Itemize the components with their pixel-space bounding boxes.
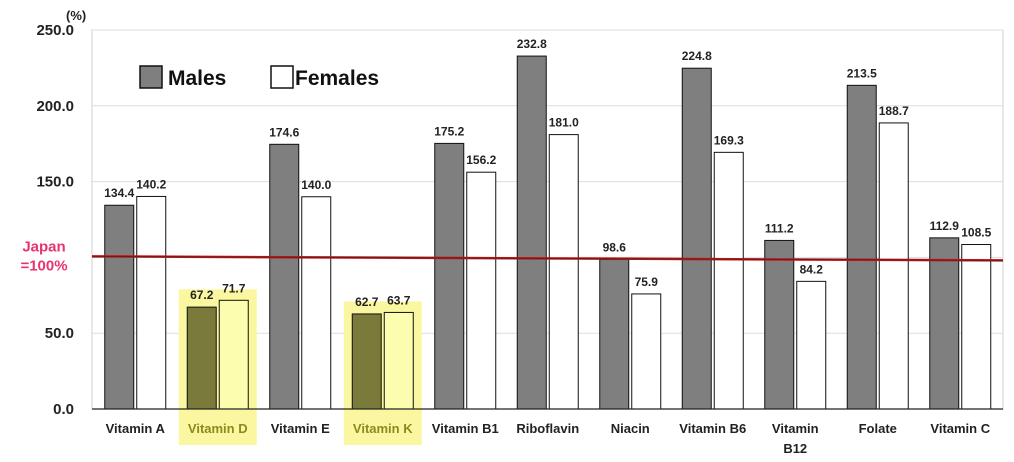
legend-label-females: Females <box>295 67 379 90</box>
bar-males <box>186 306 217 410</box>
value-label: 140.2 <box>136 177 166 191</box>
reference-line-label: =100% <box>20 257 67 274</box>
x-category-label: Vitamin D <box>188 421 248 436</box>
value-label: 156.2 <box>466 153 496 167</box>
value-label: 224.8 <box>682 49 712 63</box>
bar-females <box>136 195 167 410</box>
y-unit-label: (%) <box>66 8 86 23</box>
x-category-label: Vitamin E <box>271 421 330 436</box>
value-label: 98.6 <box>603 241 627 255</box>
x-category-label: Folate <box>859 421 897 436</box>
value-label: 232.8 <box>517 37 547 51</box>
x-category-label: Riboflavin <box>516 421 579 436</box>
x-category-label: Vitamin B6 <box>679 421 746 436</box>
value-label: 108.5 <box>961 226 991 240</box>
legend-swatch-males <box>139 65 163 89</box>
bar-females <box>383 311 414 410</box>
value-label: 175.2 <box>434 124 464 138</box>
y-tick-label: 250.0 <box>36 22 74 39</box>
bar-males <box>516 55 547 410</box>
value-label: 67.2 <box>190 288 214 302</box>
y-tick-label: 50.0 <box>45 325 74 342</box>
bar-females <box>218 299 249 410</box>
value-label: 188.7 <box>879 104 909 118</box>
bar-males <box>599 259 630 410</box>
value-label: 134.4 <box>104 186 134 200</box>
x-category-label: Vitamin K <box>353 421 413 436</box>
legend-swatch-females <box>270 65 294 89</box>
bar-females <box>631 293 662 410</box>
value-label: 181.0 <box>549 116 579 130</box>
reference-line-group: Japan =100% <box>20 238 1004 274</box>
x-category-label: B12 <box>783 441 807 456</box>
reference-line-label: Japan <box>22 238 65 255</box>
bar-males <box>764 239 795 410</box>
bar-females <box>796 280 827 410</box>
value-label: 140.0 <box>301 178 331 192</box>
legend-label-males: Males <box>168 67 226 90</box>
bar-females <box>301 196 332 410</box>
axes: 0.0 50.0 150.0 200.0 250.0 Vitamin A Vitamin D… <box>36 22 1003 456</box>
x-category-label: Vitamin B1 <box>432 421 499 436</box>
value-label: 63.7 <box>387 293 411 307</box>
bar-females <box>961 244 992 410</box>
bar-females <box>466 171 497 410</box>
bar-females <box>548 134 579 410</box>
value-label: 75.9 <box>635 275 659 289</box>
bar-males <box>846 84 877 410</box>
x-category-label: Vitamin <box>772 421 819 436</box>
bar-males <box>929 237 960 410</box>
value-label: 213.5 <box>847 66 877 80</box>
reference-line-core <box>91 255 1004 261</box>
bar-females <box>878 122 909 410</box>
x-category-label: Vitamin C <box>930 421 990 436</box>
x-category-label: Niacin <box>611 421 650 436</box>
bar-males <box>681 67 712 410</box>
value-label: 169.3 <box>714 133 744 147</box>
value-label: 174.6 <box>269 125 299 139</box>
value-label: 71.7 <box>222 281 246 295</box>
bar-males <box>434 142 465 410</box>
x-category-label: Vitamin A <box>106 421 166 436</box>
bar-males <box>351 313 382 410</box>
bar-males <box>104 204 135 410</box>
value-label: 84.2 <box>800 262 824 276</box>
y-tick-label: 150.0 <box>36 174 74 191</box>
legend: Males Females <box>139 65 379 90</box>
bars <box>104 55 992 410</box>
value-label: 62.7 <box>355 295 379 309</box>
y-tick-label: 200.0 <box>36 98 74 115</box>
bar-females <box>713 151 744 410</box>
value-label: 111.2 <box>765 221 794 235</box>
value-label: 112.9 <box>930 219 960 233</box>
y-tick-label: 0.0 <box>53 401 74 418</box>
bar-males <box>269 143 300 410</box>
